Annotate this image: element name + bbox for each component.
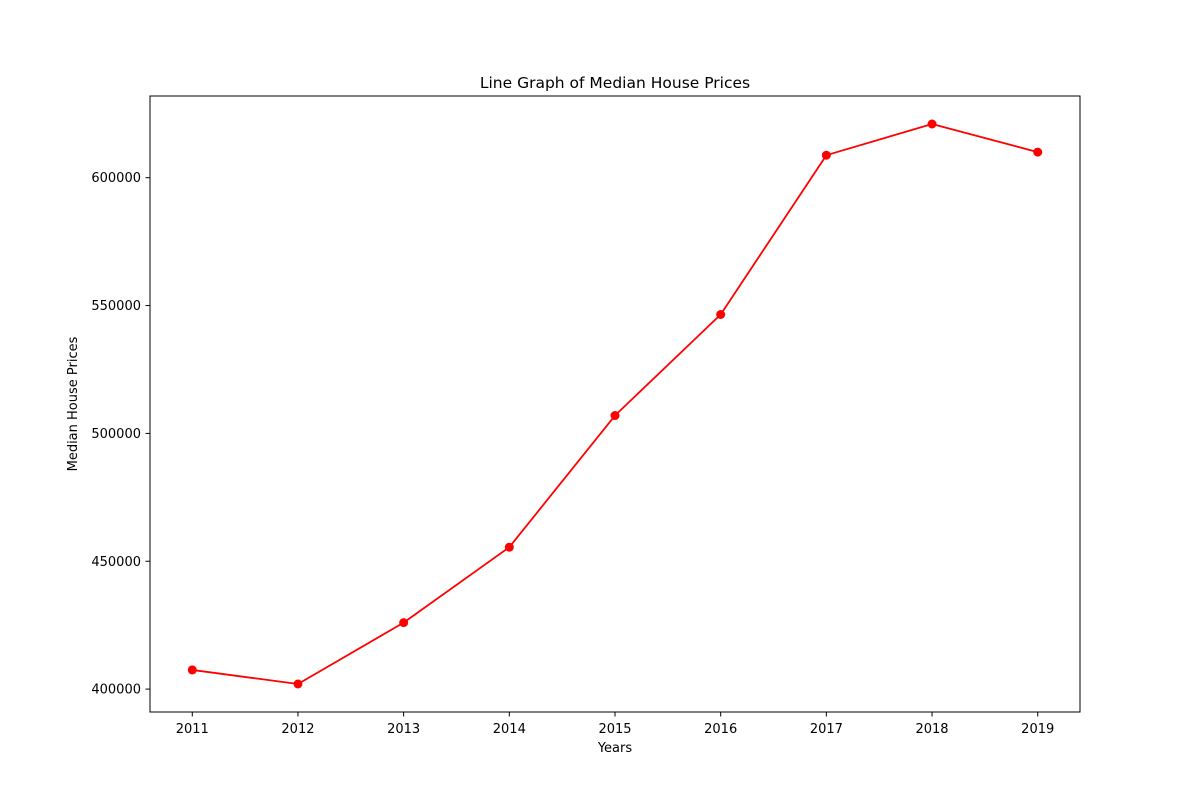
- x-tick-label: 2012: [281, 722, 314, 737]
- data-point: [293, 679, 303, 689]
- x-tick-label: 2017: [810, 722, 843, 737]
- x-axis-ticks: 2011 2012 2013 2014 2015 2016 2017 2018 2019: [176, 712, 1054, 737]
- data-point: [716, 310, 726, 320]
- x-tick-label: 2014: [493, 722, 526, 737]
- y-tick-label: 500000: [91, 427, 141, 442]
- data-point: [187, 665, 197, 675]
- x-tick-label: 2016: [704, 722, 737, 737]
- data-point: [610, 411, 620, 421]
- y-axis-ticks: 400000 450000 500000 550000 600000: [91, 171, 150, 698]
- chart-title: Line Graph of Median House Prices: [480, 74, 750, 92]
- y-tick-label: 450000: [91, 555, 141, 570]
- data-point: [399, 618, 409, 628]
- data-point: [504, 542, 514, 552]
- x-tick-label: 2013: [387, 722, 420, 737]
- data-point: [821, 150, 831, 160]
- plot-area-frame: [149, 95, 1081, 713]
- x-tick-label: 2018: [915, 722, 948, 737]
- x-tick-label: 2015: [598, 722, 631, 737]
- x-tick-label: 2011: [176, 722, 209, 737]
- y-tick-label: 550000: [91, 299, 141, 314]
- data-point: [927, 119, 937, 129]
- y-axis-label: Median House Prices: [66, 336, 81, 471]
- x-axis-label: Years: [597, 741, 633, 756]
- data-point: [1033, 147, 1043, 157]
- y-tick-label: 600000: [91, 171, 141, 186]
- y-tick-label: 400000: [91, 683, 141, 698]
- x-tick-label: 2019: [1021, 722, 1054, 737]
- series-layer: [187, 119, 1043, 689]
